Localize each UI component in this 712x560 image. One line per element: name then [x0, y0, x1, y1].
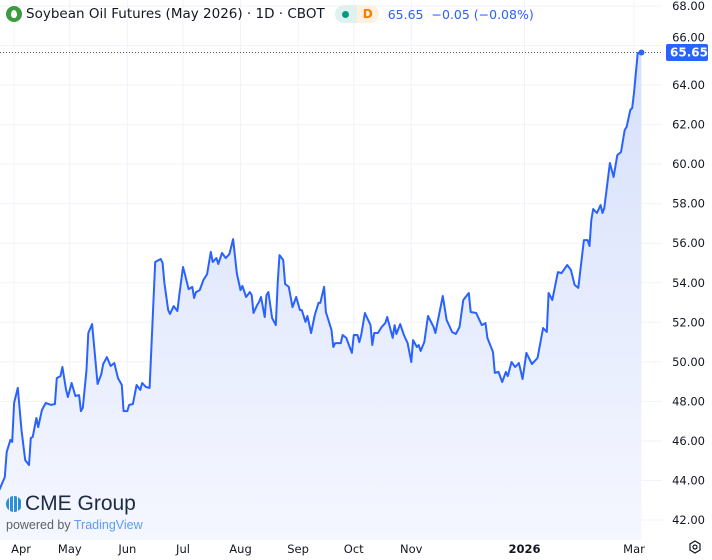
x-tick-label: Aug	[229, 542, 251, 556]
last-price-badge: 65.65	[666, 43, 708, 61]
interval-badge: D	[356, 5, 379, 23]
price-line	[0, 51, 642, 491]
powered-by-text: powered by	[6, 518, 71, 532]
x-tick-label: Mar	[623, 542, 645, 556]
x-tick-label: May	[58, 542, 82, 556]
tradingview-link[interactable]: TradingView	[73, 518, 143, 532]
y-tick-label: 54.00	[672, 276, 705, 290]
y-tick-label: 56.00	[672, 236, 705, 250]
last-price: 65.65	[387, 6, 424, 22]
y-tick-label: 58.00	[672, 197, 705, 211]
x-tick-label: Apr	[11, 542, 31, 556]
price-area-fill	[0, 52, 642, 540]
time-axis[interactable]: Apr May Jun Jul Aug Sep Oct Nov 2026 Mar	[11, 542, 645, 556]
y-tick-label: 68.00	[672, 0, 705, 13]
price-change: −0.05 (−0.08%)	[431, 6, 534, 22]
brand-name: CME Group	[25, 492, 136, 515]
y-tick-label: 62.00	[672, 118, 705, 132]
last-price-label: 65.65	[670, 45, 708, 59]
chart-legend-header: Soybean Oil Futures (May 2026) · 1D · CB…	[6, 4, 534, 24]
x-tick-label: Jul	[175, 542, 190, 556]
last-price-dot	[638, 49, 645, 56]
cme-logo[interactable]: CME Group powered by TradingView	[6, 492, 143, 532]
x-tick-label: Jun	[117, 542, 136, 556]
x-tick-label: Sep	[287, 542, 309, 556]
oil-drop-icon	[6, 6, 22, 22]
price-axis[interactable]: 42.00 44.00 46.00 48.00 50.00 52.00 54.00 56.00…	[672, 0, 705, 527]
y-tick-label: 50.00	[672, 355, 705, 369]
y-tick-label: 64.00	[672, 78, 705, 92]
symbol-title[interactable]: Soybean Oil Futures (May 2026) · 1D · CB…	[26, 6, 325, 22]
y-tick-label: 60.00	[672, 157, 705, 171]
y-tick-label: 48.00	[672, 394, 705, 408]
x-tick-label: Oct	[344, 542, 364, 556]
x-tick-label: 2026	[508, 542, 540, 556]
y-tick-label: 42.00	[672, 513, 705, 527]
market-open-dot-icon	[334, 5, 357, 23]
y-tick-label: 46.00	[672, 434, 705, 448]
x-tick-label: Nov	[400, 542, 423, 556]
y-tick-label: 52.00	[672, 315, 705, 329]
settings-gear-icon[interactable]	[688, 540, 702, 554]
market-status-pill[interactable]: D	[334, 5, 379, 23]
globe-icon	[6, 496, 22, 512]
y-tick-label: 44.00	[672, 473, 705, 487]
y-tick-label: 66.00	[672, 30, 705, 44]
